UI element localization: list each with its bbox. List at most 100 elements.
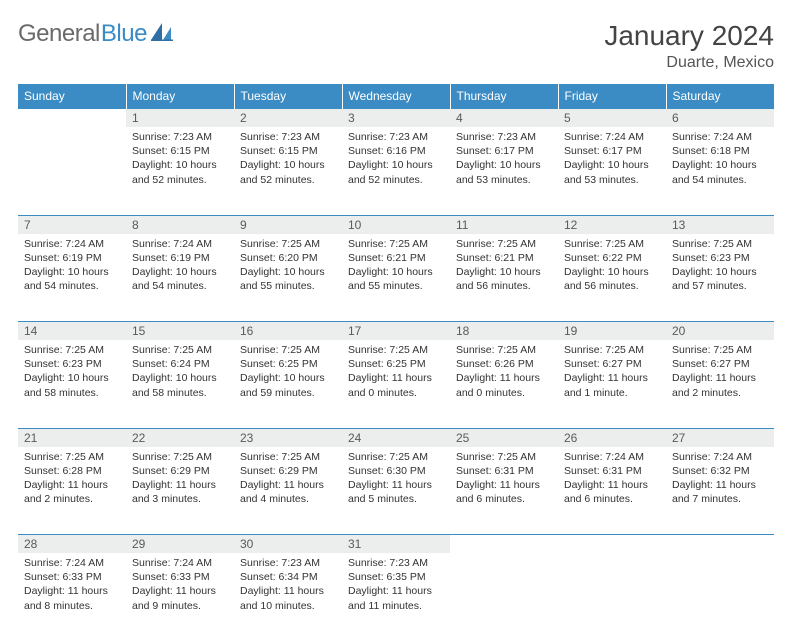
daylight-text: Daylight: 11 hours and 9 minutes.: [132, 584, 228, 612]
daylight-text: Daylight: 11 hours and 0 minutes.: [348, 371, 444, 399]
day-cell-body: Sunrise: 7:25 AMSunset: 6:26 PMDaylight:…: [450, 340, 558, 406]
day-number: 10: [342, 216, 450, 234]
sunrise-text: Sunrise: 7:23 AM: [348, 556, 444, 570]
day-number: 8: [126, 216, 234, 234]
sunset-text: Sunset: 6:34 PM: [240, 570, 336, 584]
day-cell-body: Sunrise: 7:25 AMSunset: 6:25 PMDaylight:…: [342, 340, 450, 406]
sunrise-text: Sunrise: 7:23 AM: [240, 130, 336, 144]
header: GeneralBlue January 2024 Duarte, Mexico: [18, 20, 774, 72]
sunset-text: Sunset: 6:17 PM: [456, 144, 552, 158]
sunrise-text: Sunrise: 7:25 AM: [24, 343, 120, 357]
day-cell-body: Sunrise: 7:24 AMSunset: 6:33 PMDaylight:…: [126, 553, 234, 619]
daylight-text: Daylight: 10 hours and 58 minutes.: [132, 371, 228, 399]
day-cell-body: Sunrise: 7:23 AMSunset: 6:16 PMDaylight:…: [342, 127, 450, 193]
sunset-text: Sunset: 6:15 PM: [240, 144, 336, 158]
sunset-text: Sunset: 6:27 PM: [564, 357, 660, 371]
brand-text-blue: Blue: [101, 20, 147, 48]
sunrise-text: Sunrise: 7:25 AM: [456, 343, 552, 357]
sunset-text: Sunset: 6:29 PM: [240, 464, 336, 478]
day-number: 13: [666, 216, 774, 234]
sunset-text: Sunset: 6:31 PM: [456, 464, 552, 478]
sunrise-text: Sunrise: 7:23 AM: [132, 130, 228, 144]
day-number: 27: [666, 429, 774, 447]
page-title-month: January 2024: [604, 20, 774, 52]
brand-logo: GeneralBlue: [18, 20, 173, 48]
weekday-header: Thursday: [450, 84, 558, 109]
day-number: 26: [558, 429, 666, 447]
calendar-header-row: SundayMondayTuesdayWednesdayThursdayFrid…: [18, 84, 774, 109]
sunset-text: Sunset: 6:25 PM: [240, 357, 336, 371]
day-cell-body: [18, 127, 126, 136]
day-cell-body: [666, 553, 774, 562]
sunrise-text: Sunrise: 7:24 AM: [24, 237, 120, 251]
sunset-text: Sunset: 6:33 PM: [24, 570, 120, 584]
day-cell-body: Sunrise: 7:24 AMSunset: 6:31 PMDaylight:…: [558, 447, 666, 513]
day-number: 29: [126, 535, 234, 553]
daylight-text: Daylight: 11 hours and 10 minutes.: [240, 584, 336, 612]
daylight-text: Daylight: 11 hours and 0 minutes.: [456, 371, 552, 399]
daylight-text: Daylight: 11 hours and 5 minutes.: [348, 478, 444, 506]
daylight-text: Daylight: 10 hours and 52 minutes.: [240, 158, 336, 186]
daylight-text: Daylight: 11 hours and 4 minutes.: [240, 478, 336, 506]
sunset-text: Sunset: 6:31 PM: [564, 464, 660, 478]
day-cell-body: Sunrise: 7:25 AMSunset: 6:20 PMDaylight:…: [234, 234, 342, 300]
sunset-text: Sunset: 6:15 PM: [132, 144, 228, 158]
day-number: [18, 109, 126, 127]
daylight-text: Daylight: 10 hours and 56 minutes.: [564, 265, 660, 293]
daylight-text: Daylight: 10 hours and 54 minutes.: [24, 265, 120, 293]
sunrise-text: Sunrise: 7:25 AM: [240, 343, 336, 357]
daylight-text: Daylight: 10 hours and 59 minutes.: [240, 371, 336, 399]
day-cell-body: Sunrise: 7:25 AMSunset: 6:30 PMDaylight:…: [342, 447, 450, 513]
daylight-text: Daylight: 10 hours and 57 minutes.: [672, 265, 768, 293]
day-number: 25: [450, 429, 558, 447]
sunrise-text: Sunrise: 7:23 AM: [240, 556, 336, 570]
day-cell-body: Sunrise: 7:25 AMSunset: 6:23 PMDaylight:…: [666, 234, 774, 300]
sunset-text: Sunset: 6:29 PM: [132, 464, 228, 478]
daylight-text: Daylight: 10 hours and 58 minutes.: [24, 371, 120, 399]
day-number: 18: [450, 322, 558, 340]
daylight-text: Daylight: 11 hours and 2 minutes.: [24, 478, 120, 506]
daylight-text: Daylight: 11 hours and 2 minutes.: [672, 371, 768, 399]
sunset-text: Sunset: 6:16 PM: [348, 144, 444, 158]
sunset-text: Sunset: 6:25 PM: [348, 357, 444, 371]
sunset-text: Sunset: 6:21 PM: [348, 251, 444, 265]
day-number: 31: [342, 535, 450, 553]
day-number: 20: [666, 322, 774, 340]
title-block: January 2024 Duarte, Mexico: [604, 20, 774, 72]
day-number: 22: [126, 429, 234, 447]
sunrise-text: Sunrise: 7:25 AM: [132, 450, 228, 464]
brand-text-general: General: [18, 20, 100, 48]
sunrise-text: Sunrise: 7:24 AM: [24, 556, 120, 570]
sunrise-text: Sunrise: 7:23 AM: [348, 130, 444, 144]
day-cell-body: Sunrise: 7:23 AMSunset: 6:17 PMDaylight:…: [450, 127, 558, 193]
day-cell-body: Sunrise: 7:25 AMSunset: 6:27 PMDaylight:…: [666, 340, 774, 406]
day-number: 9: [234, 216, 342, 234]
brand-sail-icon: [151, 20, 173, 48]
daylight-text: Daylight: 11 hours and 1 minute.: [564, 371, 660, 399]
sunrise-text: Sunrise: 7:25 AM: [348, 343, 444, 357]
day-cell-body: Sunrise: 7:24 AMSunset: 6:19 PMDaylight:…: [126, 234, 234, 300]
day-number: 4: [450, 109, 558, 127]
daylight-text: Daylight: 10 hours and 55 minutes.: [348, 265, 444, 293]
sunrise-text: Sunrise: 7:25 AM: [348, 237, 444, 251]
daylight-text: Daylight: 11 hours and 3 minutes.: [132, 478, 228, 506]
daylight-text: Daylight: 10 hours and 54 minutes.: [672, 158, 768, 186]
sunrise-text: Sunrise: 7:25 AM: [672, 343, 768, 357]
sunrise-text: Sunrise: 7:25 AM: [564, 237, 660, 251]
daylight-text: Daylight: 11 hours and 11 minutes.: [348, 584, 444, 612]
sunrise-text: Sunrise: 7:25 AM: [456, 237, 552, 251]
sunrise-text: Sunrise: 7:24 AM: [564, 450, 660, 464]
sunset-text: Sunset: 6:30 PM: [348, 464, 444, 478]
day-number: 21: [18, 429, 126, 447]
day-number: 24: [342, 429, 450, 447]
sunrise-text: Sunrise: 7:24 AM: [672, 130, 768, 144]
sunrise-text: Sunrise: 7:25 AM: [564, 343, 660, 357]
day-number: 5: [558, 109, 666, 127]
day-number: 6: [666, 109, 774, 127]
day-cell-body: Sunrise: 7:25 AMSunset: 6:28 PMDaylight:…: [18, 447, 126, 513]
day-cell-body: Sunrise: 7:25 AMSunset: 6:29 PMDaylight:…: [234, 447, 342, 513]
sunrise-text: Sunrise: 7:24 AM: [132, 237, 228, 251]
day-number: 30: [234, 535, 342, 553]
sunrise-text: Sunrise: 7:24 AM: [672, 450, 768, 464]
sunset-text: Sunset: 6:20 PM: [240, 251, 336, 265]
